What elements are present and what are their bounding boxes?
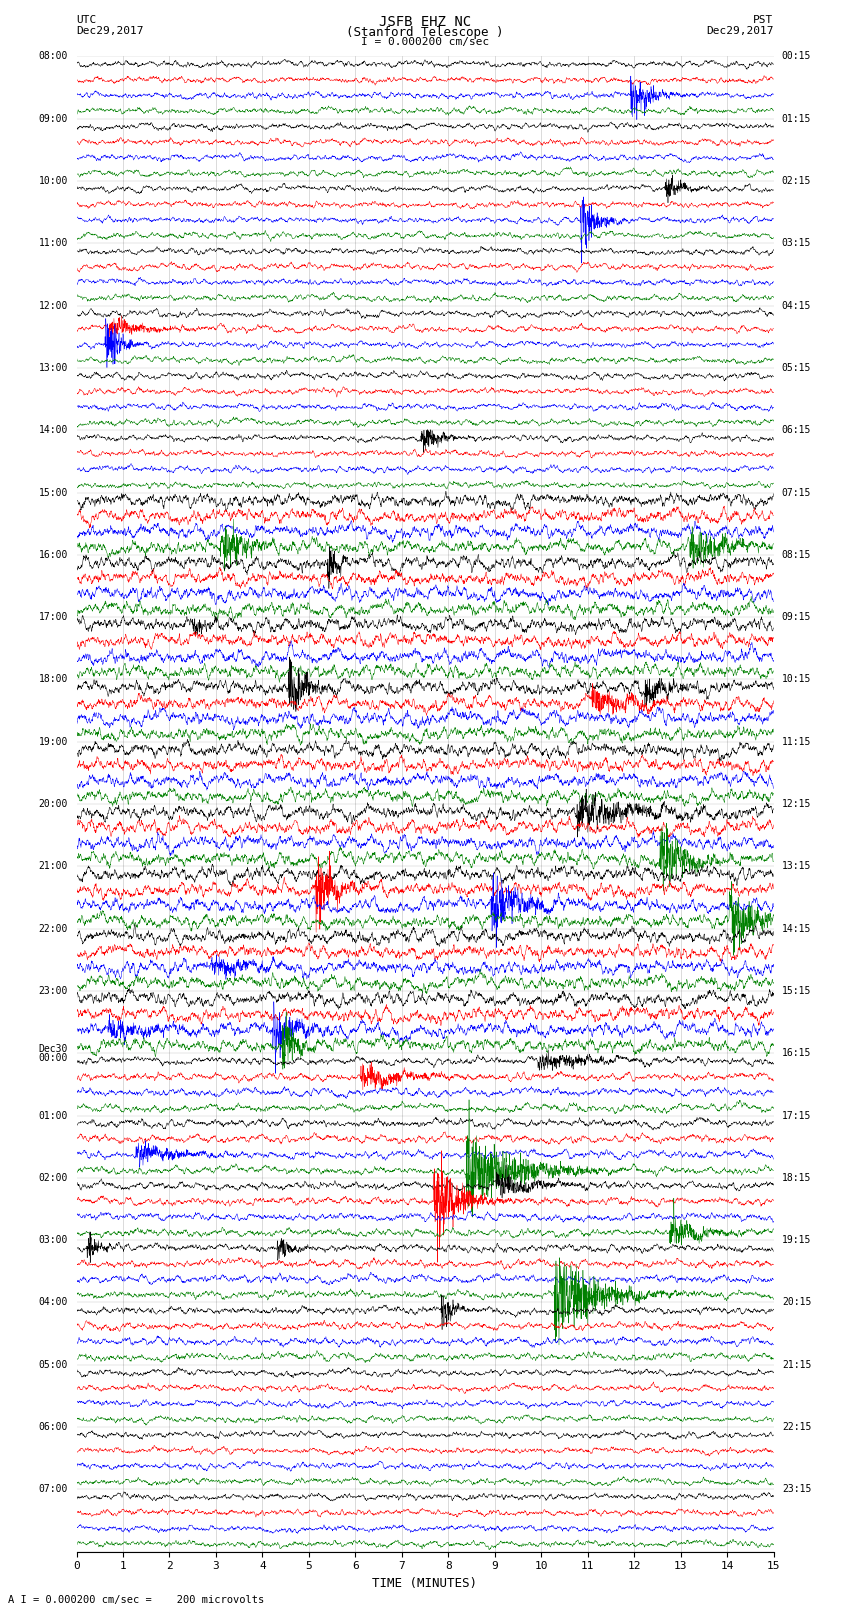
Text: 15:15: 15:15 xyxy=(782,986,811,995)
Text: 17:15: 17:15 xyxy=(782,1111,811,1121)
Text: 06:00: 06:00 xyxy=(39,1423,68,1432)
Text: 16:00: 16:00 xyxy=(39,550,68,560)
Text: JSFB EHZ NC: JSFB EHZ NC xyxy=(379,15,471,29)
Text: 09:00: 09:00 xyxy=(39,115,68,124)
Text: 20:15: 20:15 xyxy=(782,1297,811,1308)
Text: 18:15: 18:15 xyxy=(782,1173,811,1182)
Text: 22:15: 22:15 xyxy=(782,1423,811,1432)
Text: 04:15: 04:15 xyxy=(782,300,811,311)
Text: 04:00: 04:00 xyxy=(39,1297,68,1308)
Text: 10:00: 10:00 xyxy=(39,176,68,185)
Text: 01:15: 01:15 xyxy=(782,115,811,124)
Text: Dec29,2017: Dec29,2017 xyxy=(76,26,144,35)
Text: 22:00: 22:00 xyxy=(39,924,68,934)
Text: 00:15: 00:15 xyxy=(782,52,811,61)
Text: 15:00: 15:00 xyxy=(39,487,68,497)
X-axis label: TIME (MINUTES): TIME (MINUTES) xyxy=(372,1578,478,1590)
Text: 08:15: 08:15 xyxy=(782,550,811,560)
Text: 03:00: 03:00 xyxy=(39,1236,68,1245)
Text: 02:00: 02:00 xyxy=(39,1173,68,1182)
Text: Dec29,2017: Dec29,2017 xyxy=(706,26,774,35)
Text: 14:00: 14:00 xyxy=(39,426,68,436)
Text: 08:00: 08:00 xyxy=(39,52,68,61)
Text: 17:00: 17:00 xyxy=(39,613,68,623)
Text: 06:15: 06:15 xyxy=(782,426,811,436)
Text: 20:00: 20:00 xyxy=(39,798,68,810)
Text: 21:00: 21:00 xyxy=(39,861,68,871)
Text: 21:15: 21:15 xyxy=(782,1360,811,1369)
Text: I = 0.000200 cm/sec: I = 0.000200 cm/sec xyxy=(361,37,489,47)
Text: 13:00: 13:00 xyxy=(39,363,68,373)
Text: 19:00: 19:00 xyxy=(39,737,68,747)
Text: 10:15: 10:15 xyxy=(782,674,811,684)
Text: 09:15: 09:15 xyxy=(782,613,811,623)
Text: 23:15: 23:15 xyxy=(782,1484,811,1494)
Text: 18:00: 18:00 xyxy=(39,674,68,684)
Text: 03:15: 03:15 xyxy=(782,239,811,248)
Text: PST: PST xyxy=(753,15,774,24)
Text: 05:00: 05:00 xyxy=(39,1360,68,1369)
Text: UTC: UTC xyxy=(76,15,97,24)
Text: 13:15: 13:15 xyxy=(782,861,811,871)
Text: 11:00: 11:00 xyxy=(39,239,68,248)
Text: A I = 0.000200 cm/sec =    200 microvolts: A I = 0.000200 cm/sec = 200 microvolts xyxy=(8,1595,264,1605)
Text: 19:15: 19:15 xyxy=(782,1236,811,1245)
Text: 05:15: 05:15 xyxy=(782,363,811,373)
Text: 16:15: 16:15 xyxy=(782,1048,811,1058)
Text: 07:15: 07:15 xyxy=(782,487,811,497)
Text: 11:15: 11:15 xyxy=(782,737,811,747)
Text: 02:15: 02:15 xyxy=(782,176,811,185)
Text: 14:15: 14:15 xyxy=(782,924,811,934)
Text: 12:15: 12:15 xyxy=(782,798,811,810)
Text: (Stanford Telescope ): (Stanford Telescope ) xyxy=(346,26,504,39)
Text: 01:00: 01:00 xyxy=(39,1111,68,1121)
Text: 23:00: 23:00 xyxy=(39,986,68,995)
Text: 07:00: 07:00 xyxy=(39,1484,68,1494)
Text: Dec30
00:00: Dec30 00:00 xyxy=(39,1044,68,1063)
Text: 12:00: 12:00 xyxy=(39,300,68,311)
